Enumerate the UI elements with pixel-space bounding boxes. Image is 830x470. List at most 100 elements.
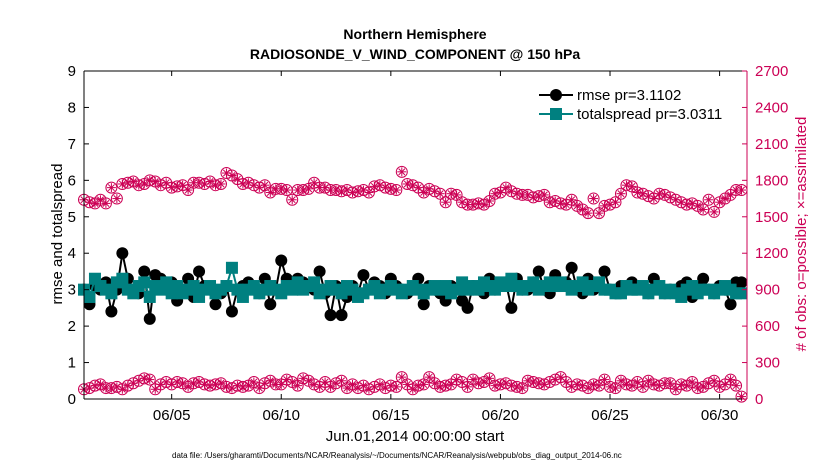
obs-marker-upper-100-d2 (628, 182, 636, 190)
y-tick-label-right-6: 1800 (755, 172, 788, 189)
obs-marker-lower-70-d2 (464, 383, 472, 391)
y-tick-label-right-1: 300 (755, 355, 780, 372)
obs-marker-lower-120 (735, 390, 748, 403)
obs-marker-lower-47-d2 (337, 377, 346, 385)
obs-marker-upper-114-d2 (705, 196, 713, 204)
obs-marker-upper-98-d2 (617, 190, 625, 198)
obs-marker-lower-39 (291, 379, 304, 392)
rmse-point-36 (275, 254, 288, 267)
obs-marker-lower-12 (143, 373, 156, 386)
obs-marker-lower-97-d2 (611, 384, 620, 392)
obs-marker-upper-5-d2 (107, 184, 115, 192)
obs-marker-lower-62 (417, 378, 430, 391)
obs-marker-upper-98 (614, 187, 627, 200)
obs-marker-upper-33-d2 (261, 181, 269, 189)
obs-marker-upper-113 (697, 203, 710, 216)
obs-marker-upper-34-d2 (266, 188, 274, 197)
totalspread-point-42 (308, 276, 321, 289)
obs-marker-upper-6 (110, 192, 123, 205)
obs-marker-upper-9-d2 (129, 178, 137, 186)
rmse-point-7 (116, 247, 129, 260)
rmse-point-34 (264, 298, 277, 311)
obs-marker-upper-25 (214, 177, 227, 190)
y-tick-label-left-7: 7 (68, 136, 76, 153)
obs-marker-upper-2-d2 (91, 199, 99, 207)
y-tick-label-right-8: 2400 (755, 99, 788, 116)
obs-marker-lower-38-d2 (288, 378, 296, 386)
obs-marker-upper-18-d2 (179, 181, 187, 189)
plot-layer (78, 165, 748, 403)
obs-marker-upper-97-ring (609, 196, 622, 209)
obs-marker-upper-37-d2 (283, 186, 291, 194)
obs-marker-lower-39-d2 (294, 382, 302, 390)
rmse-point-45 (324, 309, 337, 322)
y-tick-label-right-7: 2100 (755, 136, 788, 153)
obs-marker-lower-80-d2 (518, 384, 526, 392)
y-tick-label-left-6: 6 (68, 172, 76, 189)
obs-marker-lower-7-d2 (118, 385, 126, 393)
obs-marker-upper-37 (280, 184, 293, 197)
obs-marker-upper-66-ring (439, 196, 452, 209)
x-tick-label-0: 06/05 (153, 407, 191, 424)
obs-marker-upper-74 (483, 194, 496, 207)
y-axis-label-left: rmse and totalspread (49, 164, 66, 305)
obs-marker-lower-74-d2 (485, 374, 494, 382)
obs-marker-upper-25-d2 (217, 180, 225, 188)
obs-marker-upper-4 (99, 197, 112, 210)
obs-marker-lower-101-d2 (633, 378, 641, 386)
obs-marker-lower-12-ring (143, 373, 156, 386)
obs-marker-upper-68-d2 (453, 191, 461, 199)
rmse-point-24 (209, 298, 222, 311)
obs-marker-upper-3-d2 (96, 196, 104, 204)
obs-marker-lower-25-d2 (217, 379, 225, 387)
obs-marker-lower-69-d2 (458, 378, 466, 386)
obs-marker-lower-3-d2 (96, 380, 104, 388)
rmse-point-78 (505, 301, 518, 314)
totalspread-point-27 (225, 261, 238, 274)
totalspread-point-15 (160, 276, 173, 289)
data-file-footnote: data file: /Users/gharamti/Documents/NCA… (172, 451, 622, 460)
obs-marker-upper-115 (708, 205, 721, 218)
obs-marker-lower-62-d2 (420, 380, 428, 388)
obs-marker-lower-60-d2 (409, 385, 417, 393)
obs-marker-upper-116-d2 (716, 198, 724, 206)
obs-marker-upper-84 (538, 188, 551, 201)
obs-marker-lower-111-d2 (688, 378, 696, 386)
rmse-point-5 (105, 305, 118, 318)
obs-marker-upper-97-d2 (611, 198, 620, 206)
obs-marker-upper-58-d2 (398, 168, 406, 176)
y-tick-label-left-0: 0 (68, 391, 76, 408)
legend-layer: rmse pr=3.1102 totalspread pr=3.0311 (532, 80, 732, 127)
obs-marker-upper-98-ring (614, 187, 627, 200)
obs-marker-lower-95 (598, 373, 611, 386)
rmse-point-62 (417, 298, 430, 311)
x-axis-label: Jun.01,2014 00:00:00 start (326, 428, 505, 445)
chart-subtitle: RADIOSONDE_V_WIND_COMPONENT @ 150 hPa (250, 46, 580, 62)
x-tick-label-5: 06/30 (701, 407, 739, 424)
obs-marker-lower-92-d2 (584, 384, 592, 392)
obs-marker-upper-38-d2 (288, 196, 296, 204)
obs-marker-upper-58 (395, 165, 408, 178)
obs-marker-upper-120 (735, 184, 748, 197)
obs-marker-upper-5 (105, 181, 118, 194)
obs-marker-upper-90-d2 (573, 202, 581, 210)
obs-marker-lower-71-d2 (469, 376, 477, 384)
obs-marker-upper-115-ring (708, 205, 721, 218)
obs-marker-lower-110-d2 (683, 382, 691, 390)
obs-marker-upper-19 (182, 184, 195, 197)
y-tick-label-left-5: 5 (68, 209, 76, 226)
rmse-point-113 (697, 272, 710, 285)
obs-marker-lower-41-d2 (305, 377, 313, 385)
obs-marker-upper-117-d2 (721, 195, 729, 203)
obs-marker-lower-97 (609, 382, 622, 395)
obs-marker-upper-93-ring (587, 192, 600, 205)
obs-marker-lower-34-d2 (266, 377, 274, 385)
obs-marker-upper-94 (593, 207, 606, 220)
obs-marker-upper-5-ring (105, 181, 118, 194)
obs-marker-lower-63-d2 (425, 373, 433, 381)
obs-marker-upper-120-d2 (737, 186, 746, 194)
obs-marker-upper-115-d2 (710, 208, 718, 216)
obs-marker-upper-62-d2 (420, 188, 428, 197)
obs-marker-upper-93-d2 (590, 195, 598, 203)
